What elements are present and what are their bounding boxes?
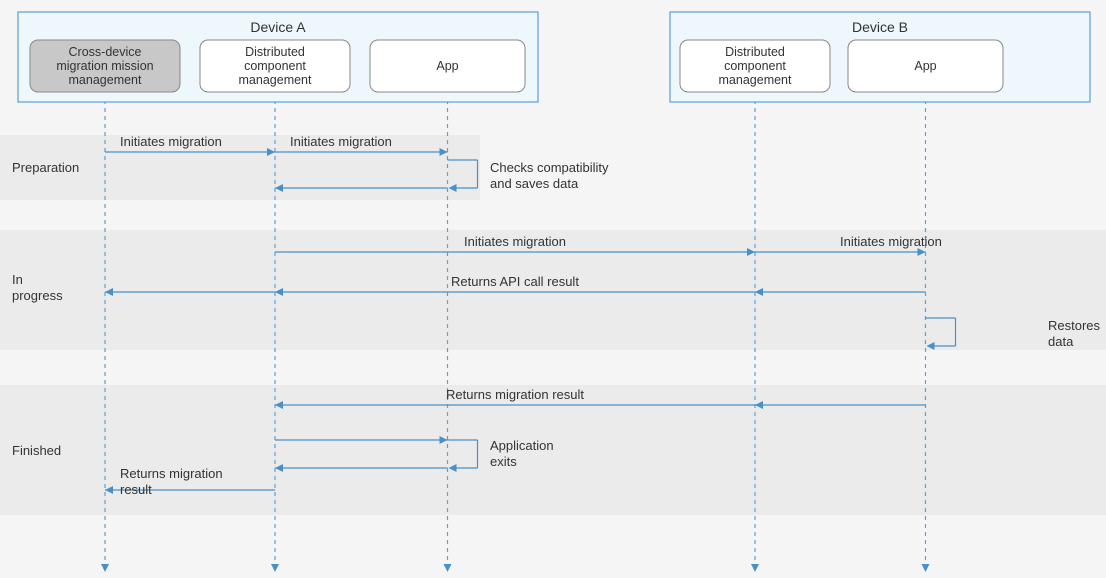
svg-text:Initiates migration: Initiates migration <box>464 234 566 249</box>
phase-band-prep: Preparation <box>0 135 480 200</box>
svg-text:Preparation: Preparation <box>12 160 79 175</box>
svg-text:Returns migration result: Returns migration result <box>446 387 584 402</box>
participant-p4: Distributedcomponentmanagement <box>680 40 830 92</box>
svg-text:Distributedcomponentmanagement: Distributedcomponentmanagement <box>719 45 792 87</box>
svg-text:Returns API call result: Returns API call result <box>451 274 579 289</box>
svg-text:Finished: Finished <box>12 443 61 458</box>
participant-p1: Cross-devicemigration missionmanagement <box>30 40 180 92</box>
svg-text:Initiates migration: Initiates migration <box>840 234 942 249</box>
participant-p3: App <box>370 40 525 92</box>
participant-p2: Distributedcomponentmanagement <box>200 40 350 92</box>
sequence-diagram: PreparationInprogressFinishedDevice ADev… <box>0 0 1106 578</box>
svg-text:Cross-devicemigration missionm: Cross-devicemigration missionmanagement <box>56 45 153 87</box>
device-a-title: Device A <box>250 19 306 35</box>
svg-text:Distributedcomponentmanagement: Distributedcomponentmanagement <box>239 45 312 87</box>
device-b-title: Device B <box>852 19 908 35</box>
svg-text:Initiates migration: Initiates migration <box>120 134 222 149</box>
svg-text:App: App <box>914 59 936 73</box>
svg-text:App: App <box>436 59 458 73</box>
participant-p5: App <box>848 40 1003 92</box>
svg-text:Initiates migration: Initiates migration <box>290 134 392 149</box>
